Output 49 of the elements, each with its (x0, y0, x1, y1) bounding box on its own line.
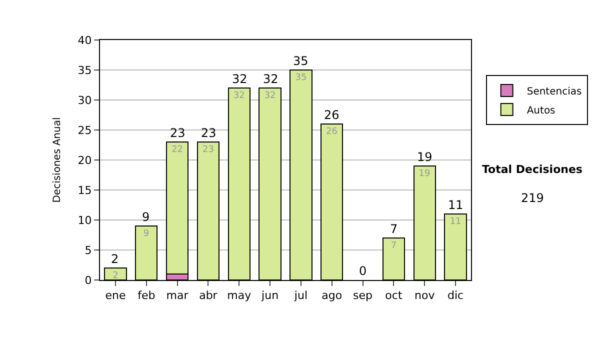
text: 219 (521, 191, 544, 205)
data-label: 26 (326, 127, 338, 137)
legend-label: Sentencias (526, 86, 582, 98)
total-label: 19 (417, 150, 432, 164)
total-label: 9 (142, 210, 150, 224)
y-tick-label: 0 (84, 274, 92, 287)
y-tick-label: 15 (78, 184, 92, 197)
x-tick-label: abr (199, 289, 218, 302)
data-label: 32 (264, 91, 276, 101)
total-label: 23 (170, 126, 186, 140)
x-tick-label: oct (385, 289, 403, 302)
x-tick-label: nov (414, 289, 436, 302)
y-axis-title: Decisiones Anual (52, 117, 63, 203)
total-label: 35 (293, 54, 308, 68)
total-label: 32 (232, 72, 248, 86)
y-tick-label: 25 (78, 124, 92, 137)
total-label: 2 (111, 252, 119, 266)
data-label: 32 (233, 91, 245, 101)
y-tick-label: 40 (78, 34, 92, 47)
y-tick-label: 20 (78, 154, 92, 167)
total-label: 11 (448, 198, 464, 212)
total-label: 7 (390, 222, 398, 236)
data-label: 23 (202, 145, 214, 155)
data-label: 11 (450, 217, 462, 227)
y-tick-label: 5 (84, 244, 92, 257)
data-label: 7 (390, 241, 397, 251)
x-tick-label: may (227, 289, 252, 302)
x-tick-label: jul (293, 289, 308, 302)
x-tick-label: sep (353, 289, 373, 302)
data-label: 22 (172, 145, 184, 155)
x-tick-label: mar (166, 289, 189, 302)
data-label: 35 (295, 73, 307, 83)
text: Total Decisiones (482, 163, 583, 176)
x-tick-label: ene (105, 289, 126, 302)
y-tick-label: 35 (78, 64, 92, 77)
data-label: 19 (418, 169, 430, 179)
total-label: 32 (263, 72, 278, 86)
x-tick-label: dic (447, 289, 464, 302)
x-tick-label: jun (260, 289, 279, 302)
data-label: 9 (143, 229, 150, 239)
text: 0 (359, 264, 367, 278)
x-tick-label: feb (138, 289, 156, 302)
x-tick-label: ago (322, 289, 342, 302)
total-label: 23 (201, 126, 216, 140)
y-tick-label: 30 (78, 94, 92, 107)
legend-label: Autos (526, 105, 556, 116)
data-label: 2 (112, 271, 118, 281)
y-tick-label: 10 (78, 214, 92, 227)
total-label: 26 (324, 108, 340, 122)
